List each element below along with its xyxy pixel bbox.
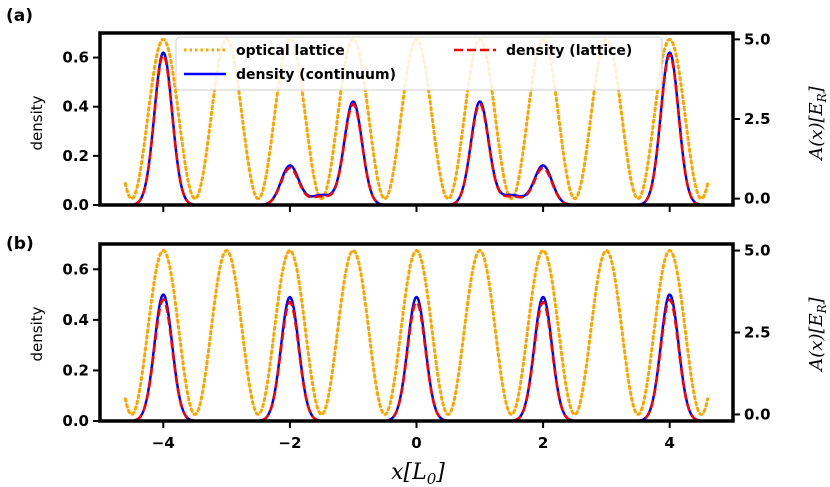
series-density-continuum-b: [100, 293, 733, 421]
legend-label-density-lattice: density (lattice): [506, 43, 632, 59]
ytick-right-label-a: 5.0: [744, 30, 771, 48]
legend-label-optical-lattice: optical lattice: [236, 43, 345, 59]
ytick-label-a: 0.6: [62, 49, 89, 67]
xtick-label-b: −4: [152, 434, 175, 452]
legend-label-density-continuum: density (continuum): [236, 67, 396, 83]
panel-a-ylabel: density: [28, 95, 46, 150]
panel-b-ylabel: density: [28, 306, 46, 361]
ytick-label-b: 0.0: [62, 412, 89, 430]
panel-b-ylabel-right: A(x)[ER]: [806, 296, 829, 372]
ytick-right-label-a: 0.0: [744, 190, 771, 208]
panel-b: (b) density A(x)[ER] 0.0 0.2 0.4 0.6 0.0 2.5 5…: [6, 234, 829, 487]
plot-area-b: [100, 249, 733, 421]
panel-a-ylabel-right: A(x)[ER]: [806, 85, 829, 161]
series-optical-lattice-b: [123, 249, 710, 416]
panel-a-label: (a): [6, 6, 33, 26]
ytick-label-b: 0.6: [62, 260, 89, 278]
ytick-label-a: 0.2: [62, 147, 89, 165]
ytick-label-b: 0.4: [62, 311, 89, 329]
xtick-label-b: 2: [538, 434, 548, 452]
legend-box: [175, 36, 663, 91]
ytick-right-label-b: 5.0: [744, 242, 771, 260]
ytick-right-label-b: 2.5: [744, 324, 771, 342]
ytick-label-a: 0.4: [62, 98, 89, 116]
series-density-lattice-b: [100, 298, 733, 421]
ytick-label-a: 0.0: [62, 196, 89, 214]
xtick-label-b: −2: [278, 434, 301, 452]
legend: optical lattice density (continuum) dens…: [175, 36, 663, 91]
frame-b: [98, 242, 735, 423]
x-axis-label: x[L0]: [391, 460, 445, 487]
panel-b-label: (b): [6, 234, 34, 254]
xtick-label-b: 4: [664, 434, 674, 452]
xtick-label-b: 0: [411, 434, 421, 452]
ytick-right-label-b: 0.0: [744, 405, 771, 423]
ytick-label-b: 0.2: [62, 361, 89, 379]
ytick-right-label-a: 2.5: [744, 110, 771, 128]
